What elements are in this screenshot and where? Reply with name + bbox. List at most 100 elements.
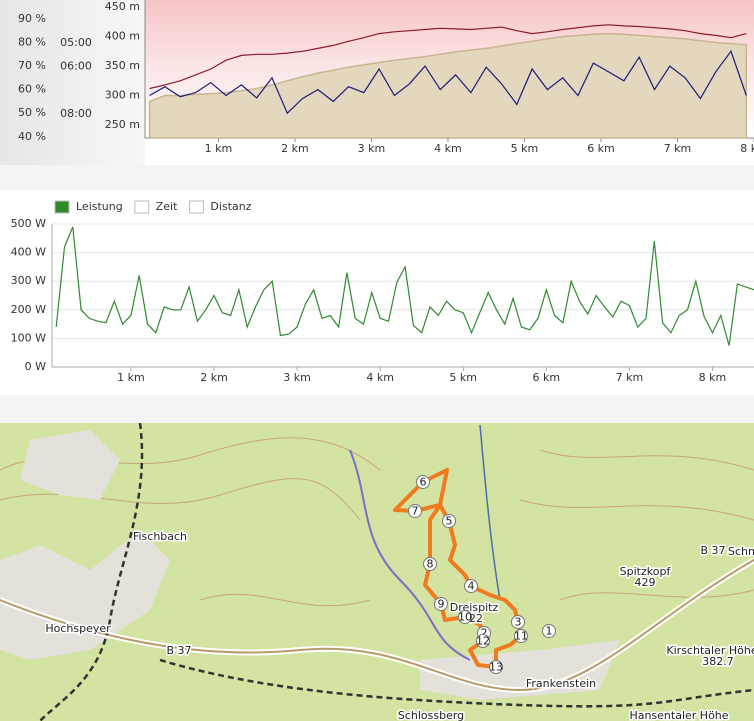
y-tick-label: 0 W bbox=[25, 360, 46, 373]
x-tick-label: 5 km bbox=[511, 142, 539, 155]
y-tick-label: 450 m bbox=[105, 0, 140, 13]
x-tick-label: 5 km bbox=[449, 371, 477, 384]
contour bbox=[519, 499, 754, 521]
waypoint-marker bbox=[423, 557, 437, 571]
waypoint-label: 12 bbox=[476, 635, 490, 648]
x-tick-label: 2 km bbox=[200, 371, 228, 384]
legend-swatch bbox=[54, 200, 70, 214]
axis-panel bbox=[0, 0, 145, 165]
x-tick-label: 4 km bbox=[366, 371, 394, 384]
waypoint-label: 13 bbox=[489, 661, 503, 674]
railway bbox=[39, 423, 144, 721]
waypoint-marker bbox=[489, 660, 503, 674]
map-label: Hochspeyer bbox=[45, 622, 111, 635]
map-label: Schlossberg bbox=[398, 709, 464, 721]
x-tick-label: 4 km bbox=[434, 142, 462, 155]
waypoint-marker bbox=[442, 514, 456, 528]
map-label: Fischbach bbox=[133, 530, 187, 543]
map[interactable]: Fischbach Hochspeyer Frankenstein Spitzkopf… bbox=[0, 423, 754, 721]
road-b37 bbox=[0, 559, 754, 692]
waypoint-label: 1 bbox=[546, 625, 553, 638]
line bbox=[149, 50, 747, 115]
x-tick-label: 7 km bbox=[664, 142, 692, 155]
waypoint-label: 6 bbox=[420, 476, 427, 489]
map-label: Kirschtaler Höhe bbox=[666, 644, 754, 657]
y-tick-label: 40 % bbox=[18, 130, 46, 143]
waypoint-marker bbox=[476, 634, 490, 648]
power-chart-panel bbox=[0, 190, 754, 395]
y-tick-label: 05:00 bbox=[60, 36, 92, 49]
y-tick-label: 70 % bbox=[18, 59, 46, 72]
y-tick-label: 60 % bbox=[18, 83, 46, 96]
map-label: Hansentaler Höhe bbox=[629, 709, 728, 721]
legend-label: Leistung bbox=[76, 200, 123, 213]
waypoint-marker bbox=[542, 624, 556, 638]
map-label: 429 bbox=[635, 576, 656, 589]
stream bbox=[479, 424, 501, 601]
waypoint-marker bbox=[514, 629, 528, 643]
y-tick-label: 06:00 bbox=[60, 60, 92, 73]
waypoint-label: 7 bbox=[412, 505, 419, 518]
y-tick-label: 80 % bbox=[18, 35, 46, 48]
x-tick-label: 1 km bbox=[205, 142, 233, 155]
route bbox=[422, 468, 523, 669]
waypoint-marker bbox=[458, 610, 472, 624]
legend-swatch bbox=[188, 200, 204, 214]
x-tick-label: 3 km bbox=[358, 142, 386, 155]
area bbox=[148, 32, 748, 139]
waypoint-label: 5 bbox=[446, 515, 453, 528]
map-label: Frankenstein bbox=[526, 677, 596, 690]
waypoint-label: 4 bbox=[468, 580, 475, 593]
y-tick-label: 500 W bbox=[11, 217, 46, 230]
line bbox=[149, 24, 747, 90]
line bbox=[55, 226, 754, 346]
x-tick-label: 6 km bbox=[587, 142, 615, 155]
x-tick-label: 2 km bbox=[281, 142, 309, 155]
contour bbox=[559, 589, 754, 601]
y-tick-label: 100 W bbox=[11, 331, 46, 344]
town-area bbox=[20, 430, 120, 500]
map-label: B 37 bbox=[166, 644, 191, 657]
waypoint-label: 2 bbox=[481, 627, 488, 640]
waypoint-marker bbox=[416, 475, 430, 489]
y-tick-label: 300 m bbox=[105, 89, 140, 102]
y-tick-label: 250 m bbox=[105, 118, 140, 131]
waypoint-label: 3 bbox=[515, 616, 522, 629]
y-tick-label: 200 W bbox=[11, 303, 46, 316]
map-label: 22 bbox=[469, 612, 483, 625]
legend-label: Distanz bbox=[210, 200, 251, 213]
map-label: Spitzkopf bbox=[620, 565, 672, 578]
waypoint-label: 10 bbox=[458, 611, 472, 624]
waypoint-label: 8 bbox=[427, 558, 434, 571]
y-tick-label: 50 % bbox=[18, 106, 46, 119]
legend-label: Zeit bbox=[156, 200, 178, 213]
x-tick-label: 8 km bbox=[699, 371, 727, 384]
y-tick-label: 350 m bbox=[105, 59, 140, 72]
y-tick-label: 300 W bbox=[11, 274, 46, 287]
waypoint-label: 11 bbox=[514, 630, 528, 643]
town-area bbox=[0, 530, 170, 660]
contour bbox=[539, 449, 754, 471]
y-tick-label: 90 % bbox=[18, 12, 46, 25]
y-tick-label: 08:00 bbox=[60, 107, 92, 120]
x-tick-label: 6 km bbox=[533, 371, 561, 384]
map-label: Schnal bbox=[728, 545, 754, 558]
map-label: 382.7 bbox=[702, 655, 734, 668]
legend-swatch bbox=[134, 200, 150, 214]
waypoint-marker bbox=[434, 597, 448, 611]
railway bbox=[159, 658, 754, 708]
river bbox=[349, 449, 471, 661]
y-tick-label: 400 m bbox=[105, 30, 140, 43]
map-label: B 37 bbox=[700, 544, 725, 557]
x-tick-label: 3 km bbox=[283, 371, 311, 384]
contour bbox=[199, 593, 371, 607]
y-tick-label: 400 W bbox=[11, 246, 46, 259]
waypoint-marker bbox=[464, 579, 478, 593]
x-tick-label: 1 km bbox=[117, 371, 145, 384]
waypoint-marker bbox=[408, 504, 422, 518]
waypoint-marker bbox=[511, 615, 525, 629]
route bbox=[393, 480, 441, 513]
